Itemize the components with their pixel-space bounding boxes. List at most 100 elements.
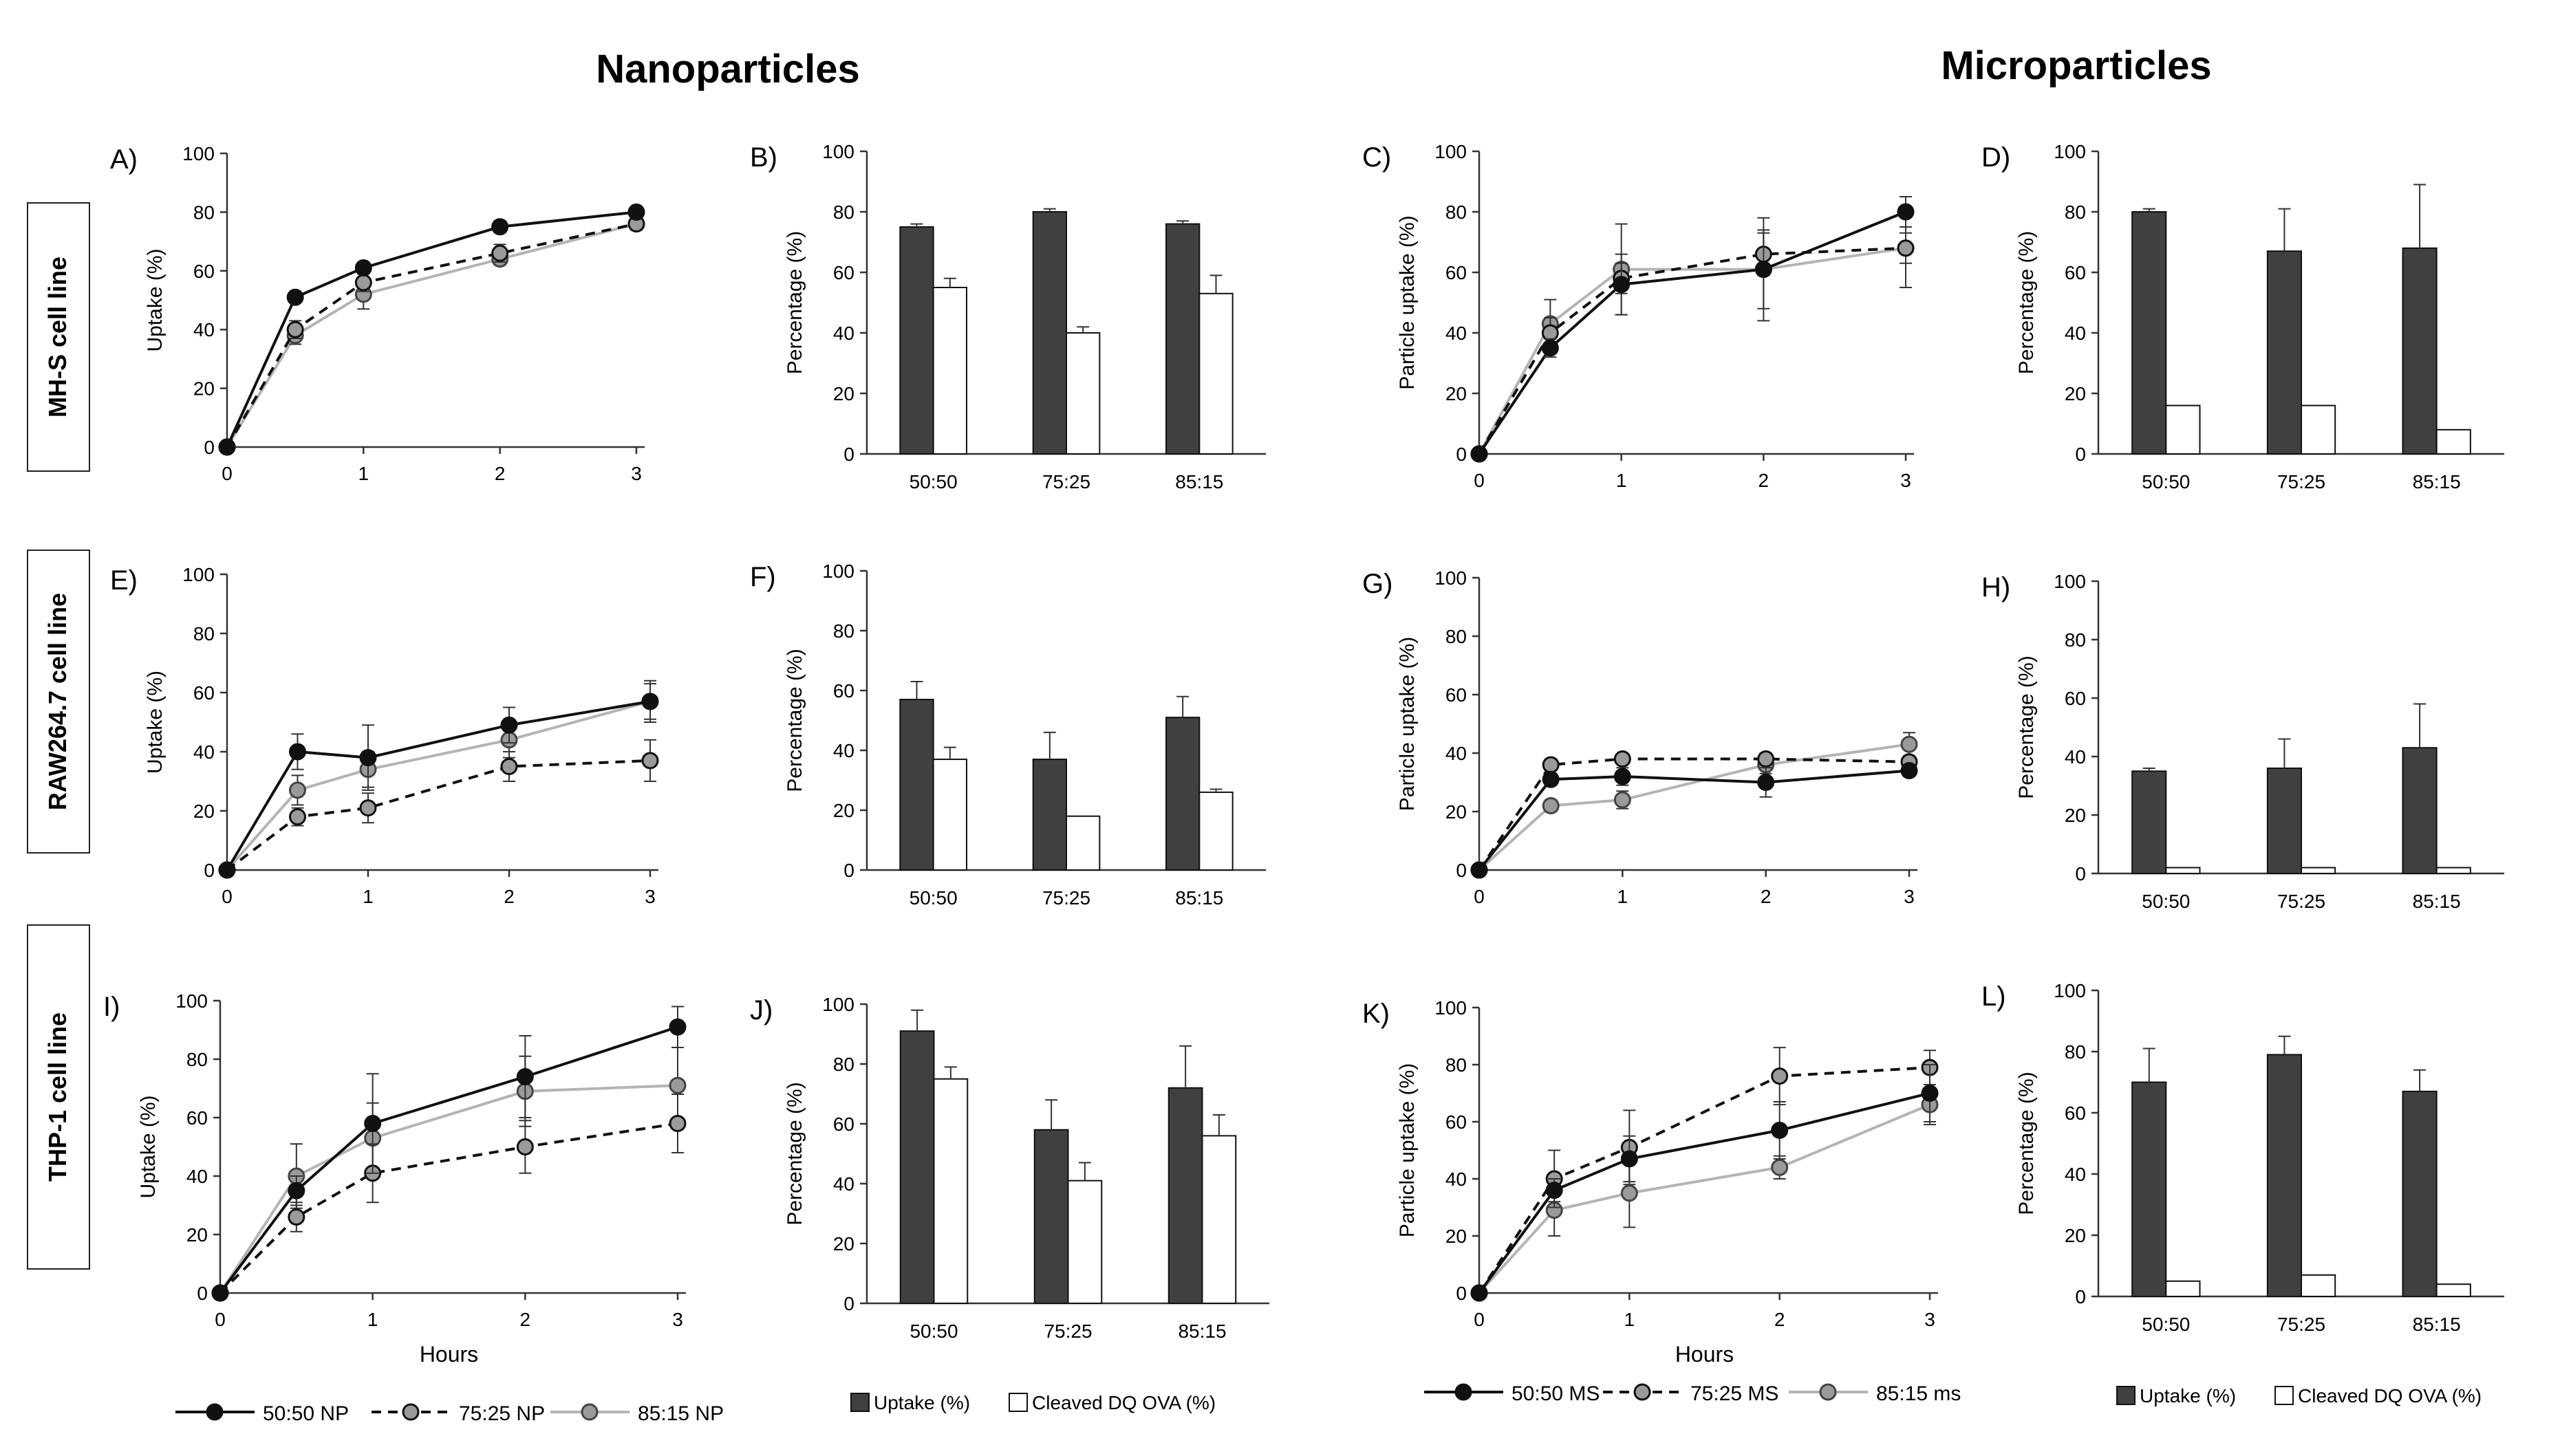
x-tick-label: 75:25 — [1044, 1321, 1092, 1342]
data-point — [1613, 750, 1631, 768]
data-point — [289, 781, 306, 799]
y-tick-label: 80 — [833, 1054, 854, 1075]
y-tick-label: 80 — [1445, 202, 1467, 223]
series-50-50-ms — [1470, 196, 1915, 463]
y-tick-label: 0 — [1456, 1283, 1467, 1304]
series-line — [1478, 246, 1906, 455]
y-tick-label: 20 — [833, 800, 854, 821]
y-tick-label: 80 — [1445, 1054, 1467, 1076]
panel-g: G) 0 20 40 60 80 100 Particle uptake (%) 0 1 2 3 — [1362, 567, 1918, 907]
y-tick-label: 20 — [193, 801, 215, 822]
bar — [1066, 815, 1101, 871]
data-point — [1470, 445, 1488, 463]
legend-np-label-1: 50:50 NP — [263, 1402, 349, 1425]
y-tick-label: 60 — [1445, 684, 1467, 706]
row-label-thp: THP-1 cell line — [27, 924, 90, 1270]
y-tick-label: 0 — [2075, 863, 2086, 884]
x-tick-label: 2 — [1774, 1309, 1785, 1330]
bar — [1165, 717, 1201, 871]
legend-bars-np-label-2: Cleaved DQ OVA (%) — [1032, 1392, 1216, 1413]
data-point — [500, 716, 518, 734]
y-tick-label: 100 — [822, 561, 854, 582]
y-tick-label: 0 — [197, 1283, 208, 1304]
x-tick-label: 2 — [504, 886, 515, 907]
bar — [899, 1030, 935, 1305]
y-tick-label: 60 — [833, 1113, 854, 1135]
x-tick-label: 50:50 — [2142, 891, 2190, 912]
y-tick-label: 20 — [833, 1233, 854, 1254]
y-tick-label: 40 — [1445, 743, 1467, 764]
y-tick-label: 20 — [186, 1224, 208, 1246]
series-85-15-ms — [1470, 732, 1918, 879]
y-axis-label: Particle uptake (%) — [1396, 637, 1419, 811]
y-tick-label: 40 — [2065, 323, 2086, 344]
legend-bars-np-label-1: Uptake (%) — [874, 1392, 970, 1413]
x-axis-label: Hours — [420, 1342, 478, 1367]
data-point — [211, 1284, 229, 1302]
x-tick-label: 0 — [1474, 470, 1485, 491]
x-tick-label: 0 — [1474, 886, 1485, 907]
x-tick-label: 50:50 — [910, 887, 958, 909]
bar — [1201, 1135, 1237, 1305]
y-tick-label: 0 — [843, 444, 854, 465]
legend-bars-ms-swatch-1 — [2116, 1386, 2136, 1405]
data-point — [627, 203, 645, 221]
data-point — [516, 1068, 534, 1085]
bar — [2301, 404, 2336, 455]
y-tick-label: 20 — [2065, 383, 2086, 404]
x-tick-label: 1 — [363, 886, 374, 907]
series-75-25-ms — [1470, 208, 1915, 463]
y-axis-label: Particle uptake (%) — [1396, 1063, 1419, 1237]
x-tick-label: 1 — [1616, 470, 1627, 491]
data-point — [1921, 1085, 1939, 1102]
row-label-raw: RAW264.7 cell line — [27, 550, 90, 854]
bar — [2165, 404, 2201, 455]
data-point — [1771, 1121, 1789, 1139]
legend-ms-marker-1 — [1454, 1383, 1472, 1401]
y-axis-label: Percentage (%) — [2015, 1072, 2038, 1215]
y-tick-label: 20 — [833, 383, 854, 404]
y-tick-label: 0 — [1456, 860, 1467, 881]
y-tick-label: 0 — [1456, 444, 1467, 465]
data-point — [1542, 797, 1560, 814]
bar — [2301, 1274, 2336, 1297]
x-tick-label: 2 — [495, 463, 506, 484]
data-point — [669, 1115, 687, 1132]
panel-j: J) 0 20 40 60 80 100 Percentage (%) 50:50 75:25 85… — [750, 994, 1269, 1342]
legend-np-marker-3 — [581, 1403, 599, 1421]
panel-label: H) — [1981, 572, 2010, 602]
y-tick-label: 80 — [833, 202, 854, 223]
y-tick-label: 40 — [186, 1166, 208, 1187]
y-tick-label: 80 — [186, 1049, 208, 1070]
data-point — [1541, 324, 1559, 342]
bar — [2402, 1090, 2438, 1297]
x-tick-label: 85:15 — [1175, 887, 1223, 909]
panel-b: B) 0 20 40 60 80 100 Percentage (%) 50:50 75:25 85… — [750, 141, 1266, 492]
bar — [2266, 768, 2302, 874]
bar — [2266, 250, 2302, 455]
series-85-15-np — [211, 1047, 687, 1302]
panel-c: C) 0 20 40 60 80 100 Particle uptake (%) 0 1 2 3 — [1362, 141, 1915, 491]
series-75-25-np — [218, 215, 645, 456]
x-tick-label: 0 — [215, 1309, 226, 1330]
row-label-box — [27, 924, 90, 1270]
data-point — [1470, 861, 1488, 879]
bar — [2131, 770, 2167, 874]
data-point — [1541, 339, 1559, 357]
bar — [1032, 211, 1067, 455]
data-point — [1900, 735, 1918, 753]
bar — [1165, 223, 1201, 455]
legend-ms-label-2: 75:25 MS — [1690, 1382, 1778, 1405]
panel-label: D) — [1981, 142, 2010, 173]
y-tick-label: 0 — [204, 860, 215, 881]
y-axis-label: Uptake (%) — [144, 671, 166, 774]
x-tick-label: 75:25 — [1042, 887, 1090, 909]
x-tick-label: 1 — [1617, 886, 1628, 907]
bar — [1067, 1180, 1103, 1305]
data-point — [289, 808, 306, 826]
panel-a: A) 0 20 40 60 80 100 Uptake (%) 0 1 2 3 — [110, 143, 645, 484]
row-label-box — [27, 550, 90, 854]
series-50-50-np — [211, 1006, 687, 1302]
y-axis-label: Percentage (%) — [784, 1082, 806, 1225]
bar — [1066, 332, 1101, 455]
